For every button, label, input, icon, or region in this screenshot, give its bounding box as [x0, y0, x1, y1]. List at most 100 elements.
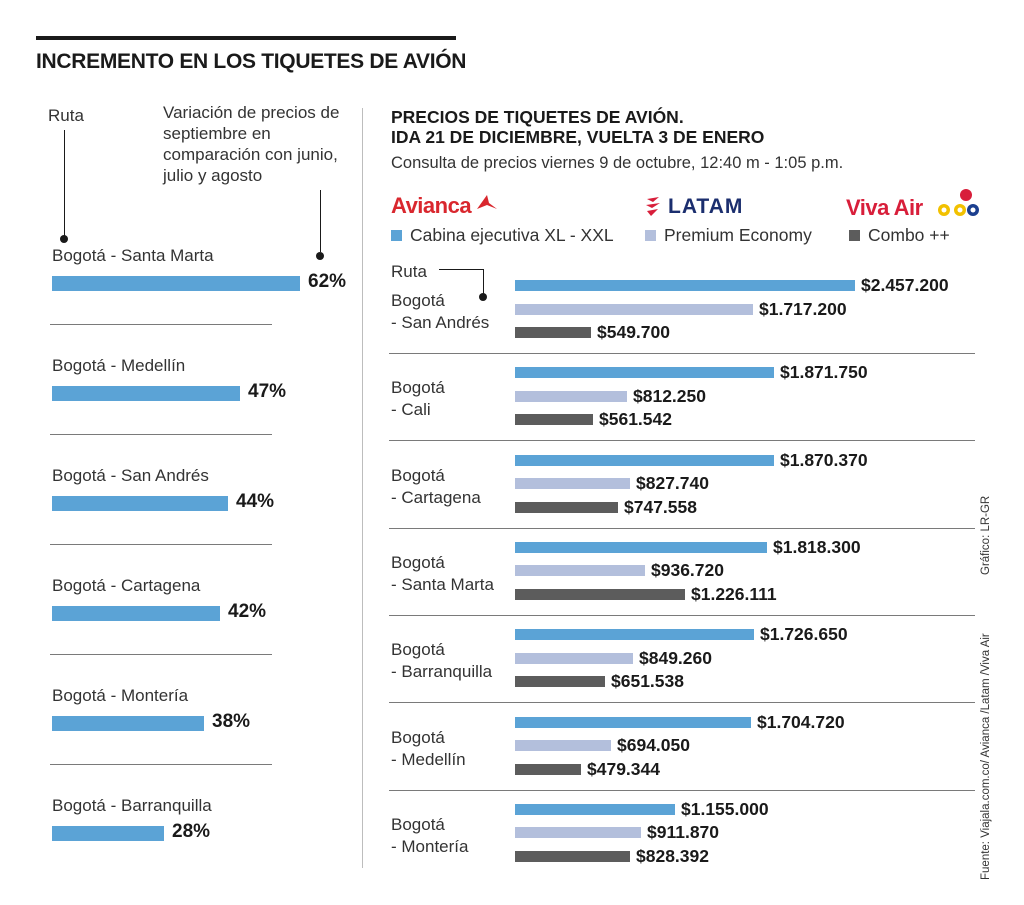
price-bar — [515, 390, 627, 402]
prices-chart-title: PRECIOS DE TIQUETES DE AVIÓN. IDA 21 DE … — [391, 107, 764, 147]
left-bar — [52, 496, 228, 511]
price-value-label: $1.226.111 — [691, 583, 777, 604]
left-row-separator — [50, 434, 272, 435]
right-route-label: Bogotá - Medellín — [391, 727, 466, 769]
left-value-label: 38% — [212, 711, 251, 732]
price-value-label: $651.538 — [611, 671, 684, 692]
price-value-label: $694.050 — [617, 735, 690, 755]
right-ruta-label: Ruta — [391, 262, 427, 281]
grafico-credit: Gráfico: LR-GR — [980, 495, 992, 575]
latam-logo: LATAM — [668, 195, 744, 218]
prices-chart-subtitle: Consulta de precios viernes 9 de octubre… — [391, 154, 844, 172]
panel-divider — [362, 108, 363, 868]
vivaair-logo: Viva Air — [846, 195, 923, 220]
title-rule — [36, 36, 456, 40]
left-bar — [52, 606, 220, 621]
right-row-separator — [389, 353, 975, 354]
price-bar — [515, 716, 751, 728]
price-value-label: $479.344 — [587, 758, 660, 779]
legend-swatch-combo — [849, 230, 860, 241]
fuente-credit: Fuente: Viajala.com.co/ Avianca /Latam /… — [980, 633, 992, 880]
vivaair-dots-icon — [938, 189, 979, 216]
right-route-label: Bogotá - Cali — [391, 378, 445, 420]
right-ruta-pointer-dot — [479, 293, 487, 301]
price-value-label: $1.717.200 — [759, 298, 847, 319]
ruta-pointer-line — [64, 130, 65, 238]
left-value-label: 42% — [228, 601, 267, 622]
right-ruta-pointer-v — [483, 269, 484, 295]
price-bar — [515, 652, 633, 664]
price-value-label: $747.558 — [624, 496, 697, 517]
right-route-label: Bogotá - Barranquilla — [391, 640, 493, 682]
price-value-label: $1.818.300 — [773, 536, 861, 557]
right-route-label: Bogotá - Montería — [391, 814, 469, 856]
price-bar — [515, 414, 593, 426]
left-route-label: Bogotá - Santa Marta — [52, 246, 214, 265]
price-value-label: $1.155.000 — [681, 798, 769, 819]
left-value-label: 44% — [236, 491, 275, 512]
avianca-bird-icon — [476, 195, 497, 209]
legend-label-combo: Combo ++ — [868, 225, 950, 245]
price-value-label: $828.392 — [636, 845, 709, 866]
left-row-separator — [50, 764, 272, 765]
price-value-label: $849.260 — [639, 647, 712, 668]
legend-item-combo: Combo ++ — [849, 225, 950, 246]
avianca-logo-text: Avianca — [391, 193, 472, 218]
price-bar — [515, 327, 591, 338]
left-row-separator — [50, 654, 272, 655]
price-bar — [515, 280, 855, 291]
left-row-separator — [50, 324, 272, 325]
right-route-label: Bogotá - Santa Marta — [391, 552, 494, 594]
right-ruta-pointer-h — [439, 269, 483, 270]
price-bar — [515, 763, 581, 775]
legend-label-ejecutiva: Cabina ejecutiva XL - XXL — [410, 225, 614, 245]
variation-label: Variación de precios de septiembre en co… — [163, 103, 340, 185]
price-bar — [515, 740, 611, 751]
price-value-label: $936.720 — [651, 560, 724, 581]
left-route-label: Bogotá - Montería — [52, 686, 189, 705]
price-bar — [515, 827, 641, 839]
legend-item-ejecutiva: Cabina ejecutiva XL - XXL — [391, 225, 614, 246]
left-bar — [52, 386, 240, 401]
variation-pointer-line — [320, 190, 321, 252]
right-row-separator — [389, 702, 975, 704]
legend-item-premium: Premium Economy — [645, 225, 812, 246]
variation-pointer-dot — [316, 252, 324, 260]
left-ruta-label: Ruta — [48, 106, 84, 125]
ruta-pointer-dot — [60, 235, 68, 243]
left-bar — [52, 276, 300, 291]
avianca-logo: Avianca — [391, 193, 499, 219]
price-value-label: $561.542 — [599, 409, 672, 430]
price-value-label: $1.871.750 — [780, 362, 868, 383]
right-row-separator — [389, 527, 975, 529]
price-value-label: $2.457.200 — [861, 275, 949, 295]
left-bar — [52, 716, 204, 731]
left-route-label: Bogotá - Cartagena — [52, 576, 201, 595]
prices-title-line2: IDA 21 DE DICIEMBRE, VUELTA 3 DE ENERO — [391, 127, 765, 147]
price-bar — [515, 850, 630, 862]
price-bar — [515, 565, 645, 577]
price-bar — [515, 588, 685, 600]
price-value-label: $911.870 — [647, 822, 720, 843]
price-bar — [515, 501, 618, 513]
price-bar — [515, 303, 753, 315]
left-row-separator — [50, 544, 272, 545]
left-value-label: 47% — [248, 381, 287, 402]
right-route-label: Bogotá - San Andrés — [391, 291, 490, 332]
price-value-label: $549.700 — [597, 322, 670, 342]
legend-label-premium: Premium Economy — [664, 225, 812, 245]
left-bar — [52, 826, 164, 841]
left-route-label: Bogotá - Barranquilla — [52, 796, 212, 815]
right-row-separator — [389, 614, 975, 616]
main-title: INCREMENTO EN LOS TIQUETES DE AVIÓN — [36, 50, 467, 73]
price-bar — [515, 803, 675, 815]
right-row-separator — [389, 789, 975, 791]
left-value-label: 28% — [172, 821, 211, 842]
price-bar — [515, 367, 774, 379]
right-row-separator — [389, 440, 975, 442]
price-value-label: $1.870.370 — [780, 449, 868, 470]
left-route-label: Bogotá - Medellín — [52, 356, 186, 375]
price-value-label: $1.704.720 — [757, 711, 845, 732]
right-route-label: Bogotá - Cartagena — [391, 465, 481, 507]
price-bar — [515, 541, 767, 553]
